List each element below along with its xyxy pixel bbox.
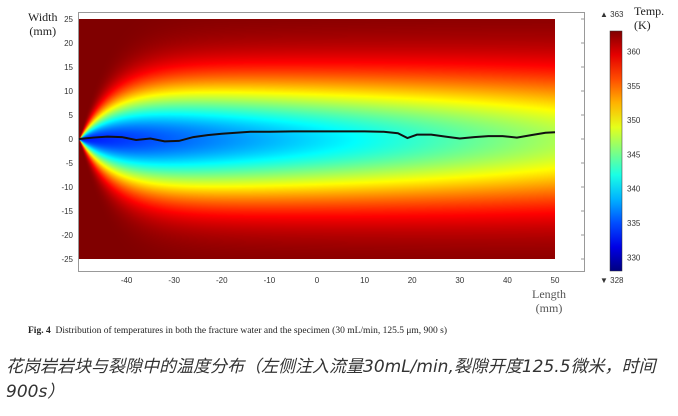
y-tick-label: 0 xyxy=(69,135,74,144)
x-axis-label: Length (mm) xyxy=(532,287,566,315)
y-axis-label: Width (mm) xyxy=(28,10,58,38)
x-tick-label: -10 xyxy=(264,276,276,285)
colorbar-tick-label: 330 xyxy=(627,253,641,262)
x-tick-label: 50 xyxy=(551,276,560,285)
y-tick-label: -20 xyxy=(61,231,73,240)
colorbar-max-label: ▲ 363 xyxy=(600,10,624,19)
colorbar xyxy=(609,30,623,272)
x-tick-label: 40 xyxy=(503,276,512,285)
x-tick-label: 0 xyxy=(315,276,320,285)
y-tick-label: 25 xyxy=(64,15,73,24)
x-tick-label: 20 xyxy=(408,276,417,285)
colorbar-tick-label: 335 xyxy=(627,219,641,228)
x-tick-label: -20 xyxy=(216,276,228,285)
plot-frame xyxy=(78,12,585,272)
x-tick-label: -40 xyxy=(121,276,133,285)
y-tick-label: -10 xyxy=(61,183,73,192)
fracture-line xyxy=(78,130,556,143)
colorbar-label: Temp. (K) xyxy=(634,4,665,32)
chinese-caption: 花岗岩岩块与裂隙中的温度分布（左侧注入流量30mL/min,裂隙开度125.5微… xyxy=(6,357,656,402)
colorbar-tick-label: 355 xyxy=(627,82,641,91)
colorbar-min-label: ▼ 328 xyxy=(600,276,624,285)
colorbar-tick-label: 345 xyxy=(627,150,641,159)
x-tick-label: 10 xyxy=(360,276,369,285)
colorbar-tick-label: 360 xyxy=(627,48,641,57)
x-tick-label: -30 xyxy=(168,276,180,285)
y-tick-label: 10 xyxy=(64,87,73,96)
y-tick-label: -5 xyxy=(66,159,74,168)
y-tick-label: 15 xyxy=(64,63,73,72)
y-tick-label: 5 xyxy=(69,111,74,120)
temperature-heatmap xyxy=(79,19,555,259)
y-tick-label: -25 xyxy=(61,255,73,264)
colorbar-tick-label: 350 xyxy=(627,116,641,125)
colorbar-tick-label: 340 xyxy=(627,185,641,194)
y-tick-label: 20 xyxy=(64,39,73,48)
x-tick-label: 30 xyxy=(455,276,464,285)
y-tick-label: -15 xyxy=(61,207,73,216)
figure-caption: Fig. 4 Distribution of temperatures in b… xyxy=(28,326,448,336)
